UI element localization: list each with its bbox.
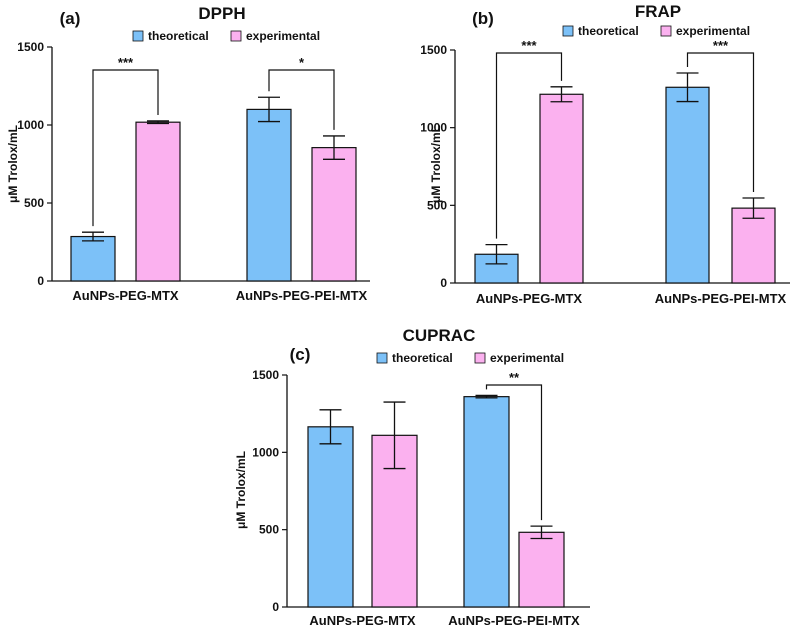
y-tick-label: 0: [272, 600, 279, 614]
error-bar-theoretical-2: [475, 394, 498, 399]
panel-cuprac: (c) CUPRAC theoretical experimental μM Trolo…: [234, 326, 590, 626]
bar-theoretical-2: [665, 86, 710, 284]
x-category-label: AuNPs-PEG-MTX: [72, 288, 179, 303]
legend: theoretical experimental: [376, 351, 564, 365]
legend-label-theoretical: theoretical: [148, 29, 209, 43]
chart-title: DPPH: [198, 4, 245, 23]
significance-bracket: ***: [495, 38, 563, 239]
panel-label: (c): [290, 345, 311, 364]
bar-experimental-1: [135, 121, 181, 282]
significance-label: ***: [118, 55, 134, 70]
legend-swatch-experimental: [660, 25, 672, 37]
error-bar-experimental-1: [147, 120, 169, 125]
legend-swatch-theoretical: [376, 352, 388, 364]
y-tick-label: 1500: [17, 40, 44, 54]
error-bar-experimental-2: [530, 525, 553, 540]
x-category-label: AuNPs-PEG-PEI-MTX: [236, 288, 368, 303]
legend-swatch-experimental: [230, 30, 242, 42]
error-bar-theoretical-2: [258, 96, 280, 123]
panel-frap: (b) FRAP theoretical experimental μM Trolox/…: [420, 2, 790, 306]
panel-label: (b): [472, 9, 494, 28]
bar-theoretical-2: [463, 396, 510, 608]
chart-title: FRAP: [635, 2, 681, 21]
y-tick-label: 500: [259, 523, 279, 537]
x-category-label: AuNPs-PEG-PEI-MTX: [448, 613, 580, 626]
bar-experimental-2: [518, 531, 565, 608]
y-axis-label: μM Trolox/mL: [6, 125, 20, 203]
x-category-label: AuNPs-PEG-PEI-MTX: [655, 291, 787, 306]
x-category-label: AuNPs-PEG-MTX: [476, 291, 583, 306]
error-bar-experimental-1: [383, 401, 406, 470]
y-tick-label: 1500: [252, 368, 279, 382]
error-bar-theoretical-2: [676, 72, 699, 103]
y-tick-label: 0: [37, 274, 44, 288]
legend-label-theoretical: theoretical: [392, 351, 453, 365]
legend: theoretical experimental: [562, 24, 750, 38]
y-tick-label: 500: [24, 196, 44, 210]
significance-label: ***: [521, 38, 537, 53]
legend: theoretical experimental: [132, 29, 320, 43]
legend-swatch-theoretical: [562, 25, 574, 37]
legend-swatch-experimental: [474, 352, 486, 364]
y-tick-label: 1500: [420, 43, 447, 57]
y-tick-label: 1000: [420, 121, 447, 135]
error-bar-theoretical-1: [485, 243, 508, 265]
significance-bracket: ***: [686, 38, 755, 193]
chart-title: CUPRAC: [403, 326, 476, 345]
significance-label: *: [299, 55, 305, 70]
error-bar-theoretical-1: [319, 409, 342, 445]
legend-label-experimental: experimental: [490, 351, 564, 365]
y-tick-label: 0: [440, 276, 447, 290]
error-bar-theoretical-1: [82, 231, 104, 242]
significance-bracket: ***: [92, 55, 159, 227]
significance-bracket: *: [268, 55, 335, 130]
panel-dpph: (a) DPPH theoretical experimental μM Trolox/…: [6, 4, 370, 303]
significance-label: ***: [713, 38, 729, 53]
legend-label-theoretical: theoretical: [578, 24, 639, 38]
bar-experimental-2: [311, 147, 357, 282]
error-bar-experimental-2: [323, 135, 345, 160]
significance-bracket: **: [485, 370, 543, 521]
bar-experimental-2: [731, 207, 776, 284]
y-axis-label: μM Trolox/mL: [429, 125, 443, 203]
y-axis-label: μM Trolox/mL: [234, 451, 248, 529]
bar-theoretical-1: [307, 426, 354, 608]
x-category-label: AuNPs-PEG-MTX: [309, 613, 416, 626]
error-bar-experimental-2: [742, 197, 765, 219]
y-tick-label: 1000: [17, 118, 44, 132]
y-tick-label: 500: [427, 198, 447, 212]
bar-theoretical-1: [70, 235, 116, 282]
bar-experimental-1: [539, 93, 584, 284]
bar-theoretical-2: [246, 108, 292, 282]
panel-label: (a): [60, 9, 81, 28]
significance-label: **: [509, 370, 520, 385]
y-tick-label: 1000: [252, 445, 279, 459]
legend-label-experimental: experimental: [246, 29, 320, 43]
legend-label-experimental: experimental: [676, 24, 750, 38]
legend-swatch-theoretical: [132, 30, 144, 42]
error-bar-experimental-1: [550, 86, 573, 103]
